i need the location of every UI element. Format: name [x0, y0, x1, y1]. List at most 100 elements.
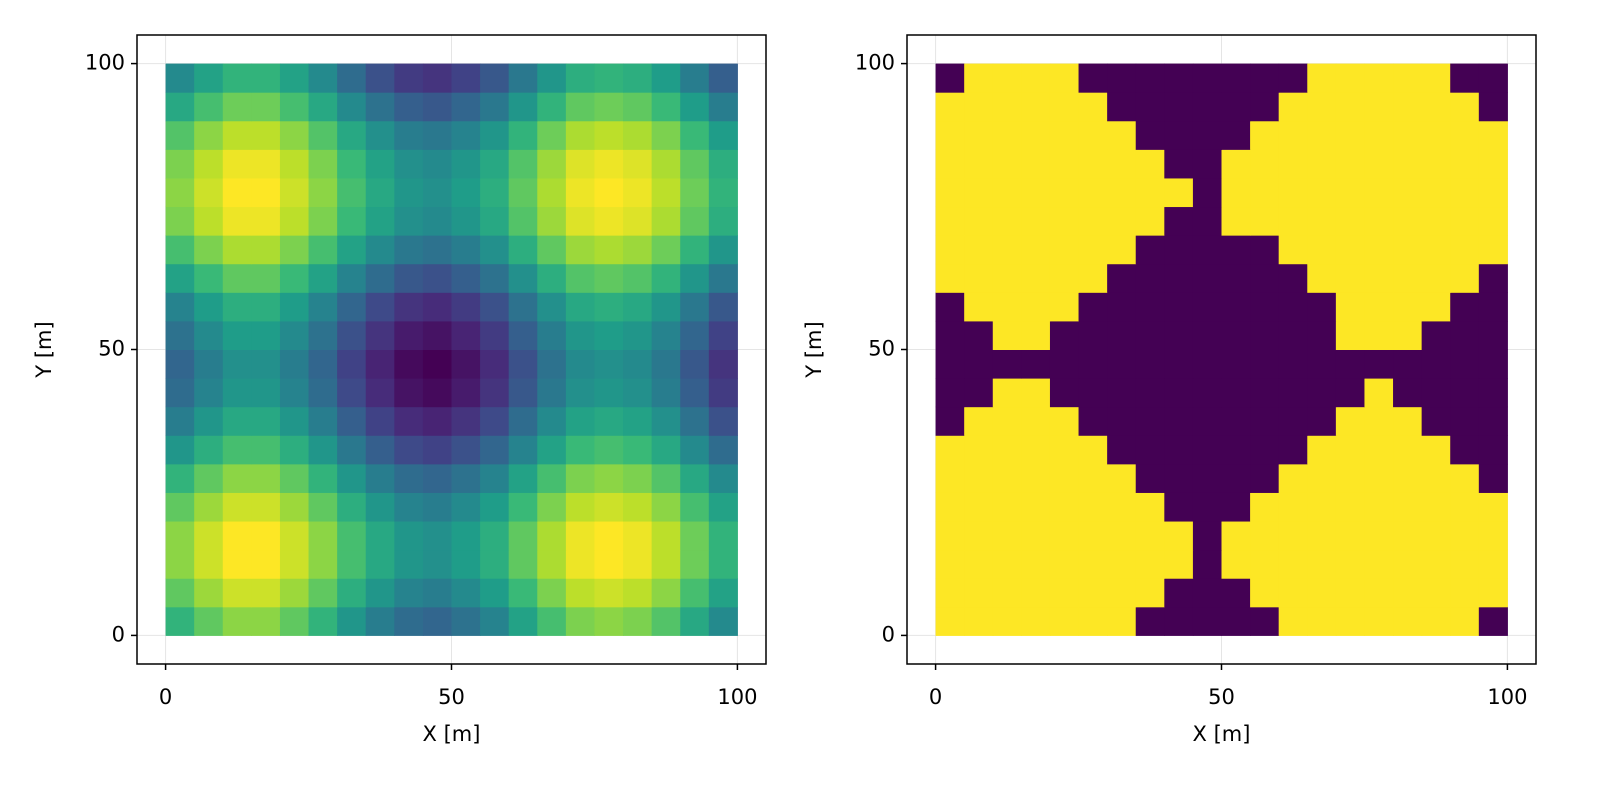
heatmap-cell — [992, 149, 1022, 179]
heatmap-cell — [935, 149, 965, 179]
heatmap-cell — [651, 492, 681, 522]
heatmap-cell — [1049, 406, 1080, 436]
heatmap-cell — [1421, 606, 1451, 636]
heatmap-cell — [480, 177, 510, 208]
heatmap-cell — [651, 63, 681, 93]
heatmap-cell — [165, 349, 195, 379]
heatmap-cell — [537, 406, 567, 436]
heatmap-cell — [222, 235, 252, 265]
heatmap-cell — [337, 549, 367, 579]
heatmap-cell — [1364, 549, 1394, 579]
heatmap-cell — [308, 492, 338, 522]
heatmap-cell — [1164, 149, 1194, 179]
heatmap-cell — [1364, 606, 1394, 636]
heatmap-cell — [279, 235, 310, 265]
heatmap-cell — [279, 406, 310, 436]
heatmap-cell — [1192, 606, 1222, 636]
heatmap-cell — [594, 292, 624, 322]
heatmap-cell — [1364, 63, 1394, 93]
heatmap-cell — [222, 606, 252, 636]
heatmap-cell — [1078, 235, 1108, 265]
heatmap-cell — [565, 349, 595, 379]
heatmap-cell — [279, 149, 310, 179]
heatmap-cell — [537, 320, 567, 350]
heatmap-cell — [480, 578, 510, 608]
heatmap-cell — [1421, 578, 1451, 608]
heatmap-cell — [1478, 521, 1508, 551]
heatmap-cell — [279, 320, 310, 350]
heatmap-cell — [165, 63, 195, 93]
heatmap-cell — [480, 149, 510, 179]
heatmap-cell — [708, 521, 738, 551]
x-tick-label: 50 — [1208, 685, 1235, 709]
x-axis-label: X [m] — [1193, 722, 1251, 746]
heatmap-cell — [1278, 120, 1308, 150]
heatmap-cell — [565, 378, 595, 408]
heatmap-cell — [194, 292, 224, 322]
heatmap-cell — [1078, 549, 1108, 579]
heatmap-cell — [935, 521, 965, 551]
heatmap-cell — [594, 406, 624, 436]
heatmap-cell — [1049, 463, 1080, 493]
heatmap-cell — [1107, 92, 1137, 122]
heatmap-cell — [1049, 378, 1080, 408]
heatmap-cell — [1021, 177, 1051, 208]
heatmap-cell — [422, 92, 452, 122]
heatmap-cell — [365, 92, 395, 122]
heatmap-cell — [251, 206, 281, 236]
heatmap-cell — [1164, 521, 1194, 551]
heatmap-cell — [1278, 292, 1308, 322]
heatmap-cell — [422, 235, 452, 265]
heatmap-cell — [565, 235, 595, 265]
heatmap-cell — [1250, 320, 1280, 350]
heatmap-cell — [422, 578, 452, 608]
heatmap-cell — [365, 349, 395, 379]
heatmap-cell — [565, 463, 595, 493]
heatmap-cell — [1107, 463, 1137, 493]
heatmap-cell — [1192, 149, 1222, 179]
heatmap-cell — [1107, 578, 1137, 608]
heatmap-cell — [337, 606, 367, 636]
heatmap-cell — [508, 349, 538, 379]
heatmap-cell — [1364, 492, 1394, 522]
heatmap-cell — [1107, 549, 1137, 579]
heatmap-cell — [308, 320, 338, 350]
heatmap-cell — [1135, 149, 1165, 179]
heatmap-cell — [508, 177, 538, 208]
heatmap-cell — [279, 206, 310, 236]
heatmap-cell — [680, 206, 710, 236]
heatmap-cell — [1250, 521, 1280, 551]
heatmap-cell — [623, 521, 653, 551]
heatmap-cell — [1250, 378, 1280, 408]
heatmap-cell — [1450, 292, 1480, 322]
heatmap-cell — [1278, 92, 1308, 122]
heatmap-cell — [1364, 378, 1394, 408]
heatmap-cell — [1393, 292, 1423, 322]
heatmap-cell — [1250, 463, 1280, 493]
heatmap-cell — [1278, 149, 1308, 179]
heatmap-cell — [651, 177, 681, 208]
heatmap-cell — [623, 235, 653, 265]
heatmap-cell — [935, 63, 965, 93]
heatmap-cell — [365, 378, 395, 408]
heatmap-cell — [1250, 149, 1280, 179]
heatmap-cell — [251, 320, 281, 350]
heatmap-cell — [165, 378, 195, 408]
heatmap-cell — [1335, 606, 1365, 636]
heatmap-cell — [308, 549, 338, 579]
heatmap-cell — [422, 120, 452, 150]
heatmap-cell — [337, 463, 367, 493]
heatmap-cell — [194, 320, 224, 350]
heatmap-cell — [1221, 492, 1251, 522]
heatmap-cell — [1135, 606, 1165, 636]
heatmap-cell — [1078, 263, 1108, 293]
heatmap-cell — [165, 235, 195, 265]
heatmap-cell — [1364, 177, 1394, 208]
heatmap-cell — [1278, 549, 1308, 579]
heatmap-cell — [337, 292, 367, 322]
heatmap-cell — [680, 263, 710, 293]
heatmap-cell — [222, 120, 252, 150]
heatmap-cell — [337, 63, 367, 93]
heatmap-cell — [623, 549, 653, 579]
heatmap-cell — [251, 435, 281, 465]
